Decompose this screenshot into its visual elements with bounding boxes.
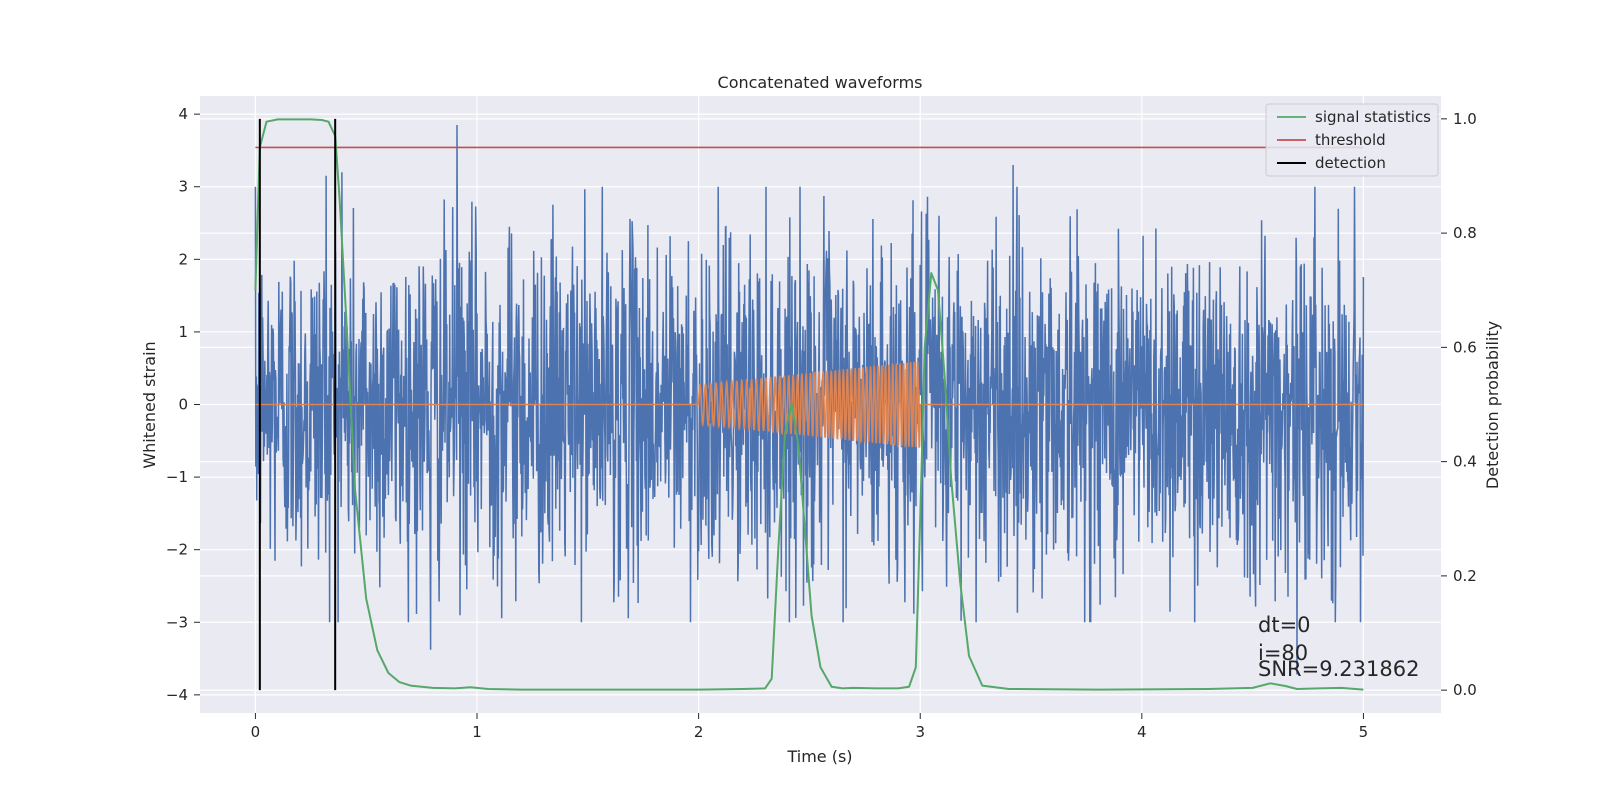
x-tick-label: 4: [1137, 723, 1147, 741]
noise-line: [254, 124, 1365, 675]
chart-title: Concatenated waveforms: [718, 73, 923, 92]
annotation-index: i=80: [1258, 641, 1308, 665]
y-tick-label: 0: [178, 396, 188, 414]
y2-tick-label: 0.4: [1453, 453, 1477, 471]
legend-label-detection: detection: [1315, 154, 1386, 172]
y-tick-label: 4: [178, 105, 188, 123]
annotation-snr: SNR=9.231862: [1258, 657, 1419, 681]
legend-box: [1265, 103, 1439, 177]
signal-statistics-series: [254, 118, 1364, 691]
x-tick-label: 0: [251, 723, 261, 741]
y-tick-label: 3: [178, 178, 188, 196]
y-tick-label: −1: [166, 468, 188, 486]
y-tick-label: 2: [178, 250, 188, 268]
signal-statistics-line: [254, 118, 1364, 691]
injection-series: [255, 361, 1364, 449]
x-tick-label: 1: [472, 723, 482, 741]
legend-label-threshold: threshold: [1315, 131, 1386, 149]
x-tick-label: 3: [915, 723, 925, 741]
y2-axis-label: Detection probability: [1483, 321, 1502, 489]
legend: signal statistics threshold detection: [1265, 103, 1439, 177]
noise-series: [254, 124, 1365, 675]
axis-ticks: 0 1 2 3 4 5 −4 −3 −2 −1 0 1 2 3 4 0.0 0.2 0.4 0.6 0.8 1.0: [166, 105, 1477, 741]
y-axis-label: Whitened strain: [140, 341, 159, 468]
y2-tick-label: 0.6: [1453, 338, 1477, 356]
y-tick-label: −2: [166, 541, 188, 559]
y-tick-label: −4: [166, 686, 188, 704]
detection-lines: [258, 118, 337, 691]
x-tick-label: 2: [694, 723, 704, 741]
x-axis-label: Time (s): [786, 747, 852, 766]
y2-tick-label: 1.0: [1453, 110, 1477, 128]
y2-tick-label: 0.0: [1453, 681, 1477, 699]
legend-label-signal-statistics: signal statistics: [1315, 108, 1431, 126]
annotation-dt: dt=0: [1258, 613, 1311, 637]
y2-tick-label: 0.2: [1453, 567, 1477, 585]
x-tick-label: 5: [1359, 723, 1369, 741]
y-tick-label: −3: [166, 613, 188, 631]
y-tick-label: 1: [178, 323, 188, 341]
y2-tick-label: 0.8: [1453, 224, 1477, 242]
injection-line: [255, 361, 1364, 449]
